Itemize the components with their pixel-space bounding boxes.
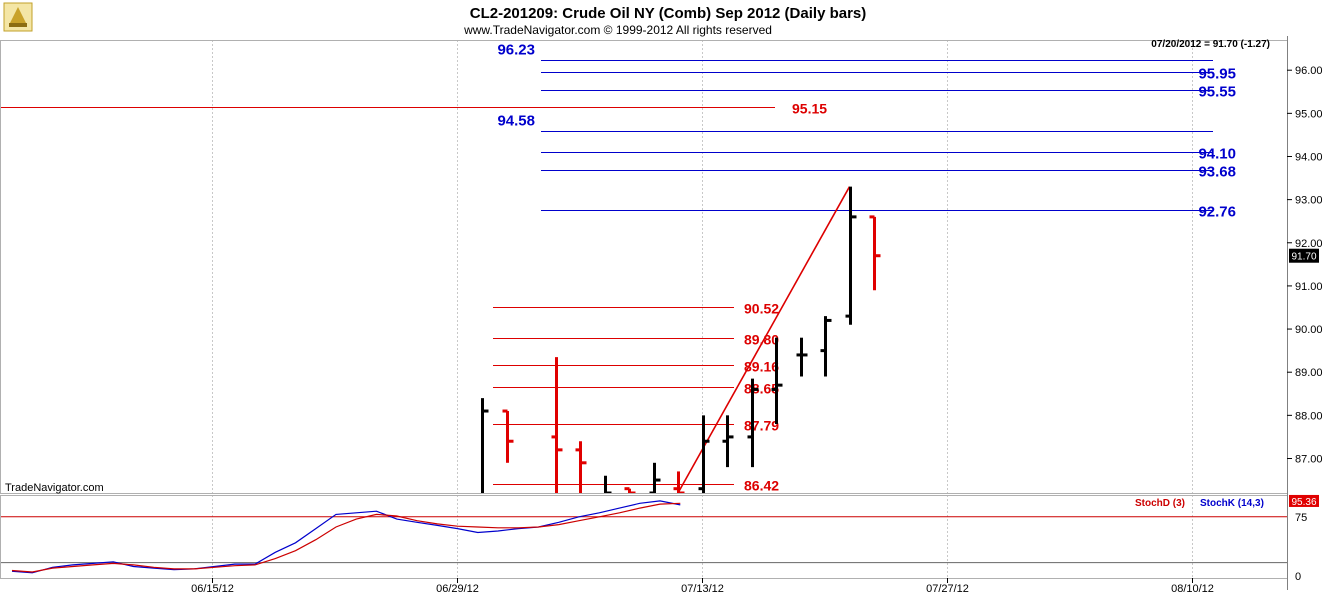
ohlc-bar [649,462,661,493]
stochastic-panel: 0 75 StochD (3) StochK (14,3) 95.36 [0,494,1319,583]
x-tick-label: 06/15/12 [191,583,234,594]
stoch-last-tag [1289,494,1319,507]
ohlc-bar [845,186,857,325]
stoch-y-tick-label: 75 [1295,512,1307,524]
stoch-legend-item: StochK (14,3) [1200,498,1264,509]
ohlc-bar [604,475,612,493]
y-tick-label: 90.00 [1295,324,1323,336]
ohlc-bar [673,471,685,493]
x-tick-label: 07/27/12 [926,583,969,594]
last-price-tag-label: 91.70 [1291,252,1316,263]
ohlc-bar [575,441,587,493]
stoch-legend-item: StochD (3) [1135,498,1185,509]
x-tick-label: 08/10/12 [1171,583,1214,594]
ohlc-bar [551,357,563,493]
stoch-series-line [11,502,681,573]
x-tick-label: 06/29/12 [436,583,479,594]
y-tick-label: 92.00 [1295,238,1323,250]
last-price-tag [1289,248,1319,263]
blue-level-label: 92.76 [1198,204,1236,221]
red-level-label: 89.16 [744,359,779,375]
y-tick-label: 88.00 [1295,410,1323,422]
blue-level-label: 96.23 [497,42,535,59]
x-tick-label: 07/13/12 [681,583,724,594]
price-bars [481,186,881,493]
ohlc-bar [722,415,734,468]
logo-icon [3,2,33,32]
ohlc-bar [624,487,636,493]
red-level-label: 95.15 [792,101,827,117]
red-level-label: 89.80 [744,332,779,348]
blue-level-label: 94.58 [497,113,535,130]
y-tick-label: 89.00 [1295,367,1323,379]
ohlc-bar [820,316,832,377]
ohlc-bar [502,409,514,463]
axes: 87.00 88.00 89.00 90.00 91.00 92.00 93.00 94.00… [0,36,1323,594]
red-level-label: 86.42 [744,478,779,494]
blue-level-label: 95.95 [1198,66,1236,83]
ohlc-bar [771,337,783,424]
blue-level-label: 94.10 [1198,146,1236,163]
ohlc-bar [796,337,808,377]
red-level-label: 90.52 [744,301,779,317]
ohlc-bar [698,415,710,493]
stoch-last-tag-label: 95.36 [1291,497,1316,508]
red-level-label: 87.79 [744,418,779,434]
last-price-info: 07/20/2012 = 91.70 (-1.27) [1151,39,1270,50]
y-tick-label: 87.00 [1295,453,1323,465]
chart-title: CL2-201209: Crude Oil NY (Comb) Sep 2012… [470,5,867,22]
stoch-y-tick-label: 0 [1295,571,1301,583]
y-tick-label: 91.00 [1295,281,1323,293]
ohlc-bar [481,398,489,493]
chart-subtitle: www.TradeNavigator.com © 1999-2012 All r… [463,23,772,37]
ohlc-bar [869,215,881,291]
y-tick-label: 93.00 [1295,195,1323,207]
y-tick-label: 96.00 [1295,65,1323,77]
y-tick-label: 94.00 [1295,151,1323,163]
y-tick-label: 95.00 [1295,108,1323,120]
ohlc-bar [747,378,759,468]
watermark: TradeNavigator.com [5,482,104,494]
blue-level-label: 93.68 [1198,164,1236,181]
blue-level-label: 95.55 [1198,84,1236,101]
